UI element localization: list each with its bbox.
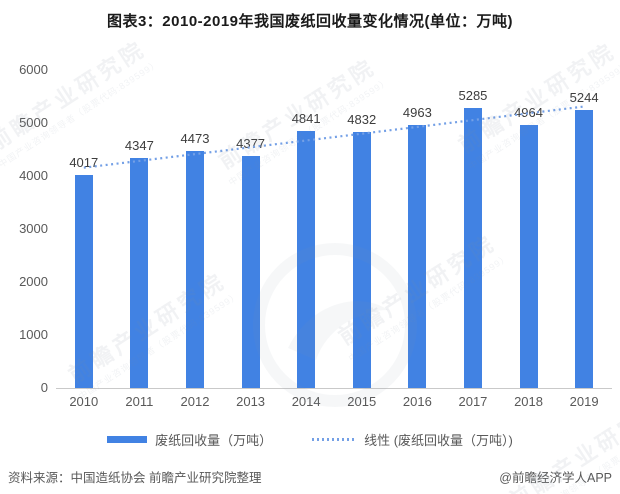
bar-column: 5285: [445, 70, 501, 388]
footer: 资料来源：中国造纸协会 前瞻产业研究院整理 @前瞻经济学人APP: [8, 467, 612, 486]
bar-column: 4964: [501, 70, 557, 388]
bar: [463, 107, 482, 388]
bar: [408, 125, 427, 388]
legend-trend-swatch-icon: [312, 437, 357, 441]
bar: [352, 131, 371, 388]
bar-value-label: 5285: [458, 87, 488, 103]
x-axis: 2010 2011 2012 2013 2014 2015 2016 2017 2018 2019: [56, 394, 612, 409]
source-text: 资料来源：中国造纸协会 前瞻产业研究院整理: [8, 471, 262, 485]
credit-text: @前瞻经济学人APP: [499, 471, 612, 485]
x-tick-label: 2010: [69, 394, 99, 409]
y-tick-label: 6000: [19, 62, 48, 77]
bar-value-label: 4832: [347, 111, 377, 127]
y-tick-label: 3000: [19, 221, 48, 236]
bar-value-label: 4841: [291, 111, 321, 127]
bar-column: 4473: [167, 70, 223, 388]
trend-line: [83, 105, 585, 169]
legend-bar-swatch-icon: [107, 435, 148, 443]
x-tick-label: 2015: [347, 394, 377, 409]
bar-value-label: 4347: [124, 137, 154, 153]
chart-title: 图表3：2010-2019年我国废纸回收量变化情况(单位：万吨): [106, 13, 514, 30]
bars-row: 4017 4347 4473 4377 4841 4832 4963 5285 4964 5244: [56, 70, 612, 388]
bar-value-label: 4963: [402, 105, 432, 120]
legend-item-bars: 废纸回收量（万吨）: [107, 430, 272, 449]
bar: [130, 157, 149, 388]
bar-column: 4832: [334, 70, 390, 388]
x-tick-label: 2012: [180, 394, 210, 409]
y-tick-label: 4000: [19, 168, 48, 183]
x-tick-label: 2013: [236, 394, 266, 409]
bar-column: 5244: [556, 70, 612, 388]
bar-column: 4841: [278, 70, 334, 388]
bar: [241, 156, 260, 388]
bar-column: 4347: [112, 70, 168, 388]
legend-item-trend: 线性 (废纸回收量（万吨）): [286, 430, 513, 449]
x-tick-label: 2017: [458, 394, 488, 409]
plot-area: 4017 4347 4473 4377 4841 4832 4963 5285 4964 5244: [56, 70, 612, 389]
y-tick-label: 5000: [19, 115, 48, 130]
y-tick-label: 0: [40, 380, 48, 395]
bar: [297, 131, 316, 388]
bar: [575, 110, 594, 388]
bar-value-label: 4964: [514, 104, 543, 120]
bar-value-label: 4473: [180, 130, 210, 146]
bar: [185, 150, 204, 388]
legend-bar-label: 废纸回收量（万吨）: [155, 432, 273, 448]
legend: 废纸回收量（万吨） 线性 (废纸回收量（万吨）): [0, 430, 620, 448]
x-tick-label: 2011: [125, 394, 154, 409]
x-tick-label: 2019: [569, 394, 599, 409]
bar: [74, 175, 93, 388]
x-tick-label: 2016: [402, 394, 432, 409]
y-axis: 0 1000 2000 3000 4000 5000 6000: [0, 0, 48, 420]
legend-trend-label: 线性 (废纸回收量（万吨）): [364, 432, 513, 448]
bar-value-label: 5244: [569, 90, 599, 106]
y-tick-label: 2000: [19, 274, 48, 289]
y-tick-label: 1000: [19, 327, 48, 342]
bar: [519, 124, 538, 388]
x-tick-label: 2014: [291, 394, 321, 409]
x-tick-label: 2018: [514, 394, 543, 409]
bar-column: 4963: [390, 70, 446, 388]
